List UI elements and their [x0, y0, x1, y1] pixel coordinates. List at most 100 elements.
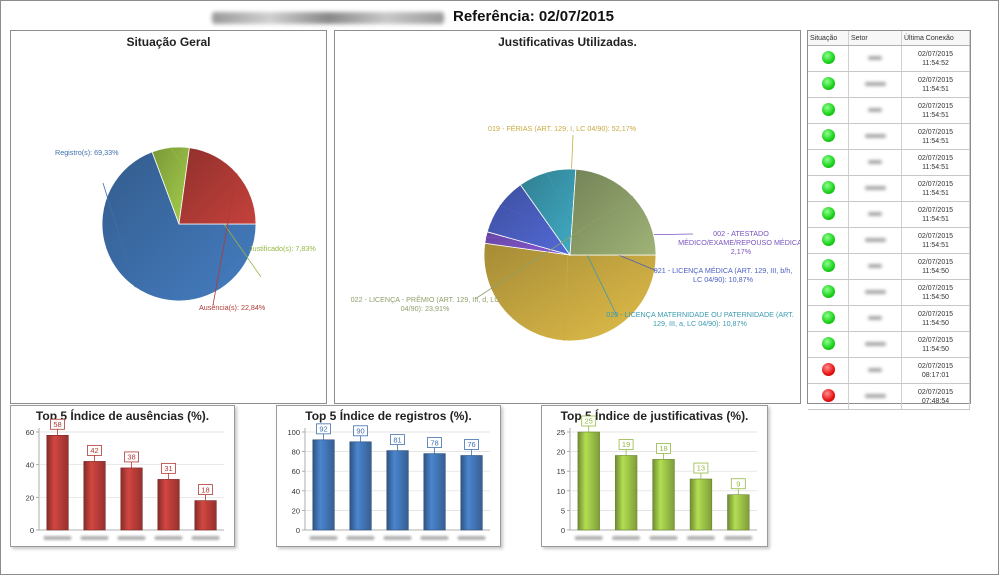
bar[interactable] — [194, 500, 217, 531]
bar[interactable] — [46, 434, 69, 531]
redacted-category-label — [154, 536, 183, 540]
last-connection-cell: 02/07/2015 08:17:01 — [901, 357, 970, 384]
last-connection-cell: 02/07/2015 11:54:51 — [901, 71, 970, 98]
y-tick-label: 0 — [30, 526, 34, 535]
redacted-sector — [864, 342, 886, 346]
top5-ausencias-title: Top 5 Índice de ausências (%). — [35, 409, 210, 423]
y-tick-label: 60 — [26, 428, 34, 437]
situacao-geral-panel: Situação Geral Registro(s): 69,33% Justif… — [10, 30, 327, 404]
pie-label: 022 - LICENÇA - PRÊMIO (ART. 129, III, d… — [351, 295, 500, 313]
data-label-box — [316, 423, 331, 435]
last-connection-date: 02/07/2015 — [917, 128, 954, 136]
sector-cell — [848, 97, 902, 124]
col-ultima-conexao[interactable]: Última Conexão — [901, 31, 970, 46]
last-connection-time: 11:54:50 — [922, 293, 949, 301]
last-connection-date: 02/07/2015 — [917, 50, 954, 58]
status-online-icon — [821, 207, 835, 220]
last-connection-cell: 02/07/2015 11:54:50 — [901, 305, 970, 332]
redacted-sector — [868, 56, 882, 60]
last-connection-time: 11:54:50 — [922, 267, 949, 275]
last-connection-time: 11:54:51 — [922, 189, 949, 197]
last-connection-date: 02/07/2015 — [917, 284, 954, 292]
last-connection-date: 02/07/2015 — [917, 388, 954, 396]
bar[interactable] — [349, 441, 372, 531]
redacted-sector — [868, 108, 882, 112]
table-row[interactable]: 02/07/2015 11:54:51 — [808, 201, 970, 228]
bar[interactable] — [689, 478, 713, 531]
last-connection-cell: 02/07/2015 11:54:50 — [901, 331, 970, 358]
pie-label: Ausência(s): 22,84% — [199, 303, 266, 312]
table-row[interactable]: 02/07/2015 11:54:52 — [808, 45, 970, 72]
table-row[interactable]: 02/07/2015 11:54:50 — [808, 331, 970, 358]
status-online-icon — [821, 77, 835, 90]
redacted-sector — [864, 238, 886, 242]
col-situacao[interactable]: Situação — [808, 31, 849, 46]
data-label: 76 — [467, 440, 475, 449]
y-tick-label: 80 — [292, 448, 300, 457]
redacted-category-label — [309, 536, 338, 540]
bar[interactable] — [652, 459, 675, 531]
table-row[interactable]: 02/07/2015 11:54:51 — [808, 227, 970, 254]
status-cell — [808, 45, 849, 72]
bar[interactable] — [120, 467, 143, 531]
table-row[interactable]: 02/07/2015 11:54:51 — [808, 71, 970, 98]
redacted-category-label — [43, 536, 72, 540]
bar[interactable] — [312, 439, 335, 531]
last-connection-date: 02/07/2015 — [917, 232, 954, 240]
status-cell — [808, 357, 849, 384]
pie-slice[interactable] — [483, 242, 657, 342]
bar[interactable] — [727, 494, 750, 531]
col-setor[interactable]: Setor — [848, 31, 902, 46]
status-online-icon — [821, 311, 835, 324]
justificativas-title: Justificativas Utilizadas. — [498, 35, 637, 49]
bar[interactable] — [423, 453, 446, 531]
pie-label: 002 - ATESTADO MÉDICO/EXAME/REPOUSO MÉDIC… — [678, 229, 800, 256]
bar[interactable] — [577, 431, 600, 531]
table-row[interactable]: 02/07/2015 08:17:01 — [808, 357, 970, 384]
table-row[interactable]: 02/07/2015 11:54:50 — [808, 305, 970, 332]
last-connection-date: 02/07/2015 — [917, 362, 954, 370]
data-label-box — [618, 439, 634, 450]
y-tick-label: 15 — [557, 467, 565, 476]
sector-cell — [848, 227, 902, 254]
data-label: 13 — [697, 464, 705, 473]
situacao-geral-pie: Registro(s): 69,33% Justificado(s): 7,83%… — [55, 146, 316, 312]
header: Referência: 02/07/2015 — [0, 8, 999, 28]
bar[interactable] — [157, 479, 180, 531]
bar[interactable] — [83, 461, 106, 531]
bar[interactable] — [386, 450, 409, 531]
table-row[interactable]: 02/07/2015 07:48:54 — [808, 383, 970, 410]
last-connection-time: 11:54:52 — [922, 59, 949, 67]
last-connection-date: 02/07/2015 — [917, 76, 954, 84]
y-tick-label: 20 — [26, 493, 34, 502]
status-online-icon — [821, 103, 835, 116]
redacted-sector — [864, 134, 886, 138]
pie-slice[interactable] — [178, 147, 257, 225]
data-label: 19 — [622, 440, 630, 449]
pie-slice[interactable] — [101, 151, 257, 302]
pie-slice[interactable] — [569, 168, 657, 256]
redacted-sector — [868, 212, 882, 216]
bar[interactable] — [460, 455, 483, 531]
table-row[interactable]: 02/07/2015 11:54:51 — [808, 175, 970, 202]
sector-cell — [848, 123, 902, 150]
sector-cell — [848, 149, 902, 176]
table-row[interactable]: 02/07/2015 11:54:50 — [808, 279, 970, 306]
pie-label: Justificado(s): 7,83% — [249, 244, 316, 253]
data-label: 78 — [430, 438, 438, 447]
last-connection-cell: 02/07/2015 11:54:51 — [901, 149, 970, 176]
redacted-sector — [864, 186, 886, 190]
data-label-box — [353, 425, 368, 437]
table-row[interactable]: 02/07/2015 11:54:51 — [808, 123, 970, 150]
table-row[interactable]: 02/07/2015 11:54:51 — [808, 97, 970, 124]
table-row[interactable]: 02/07/2015 11:54:50 — [808, 253, 970, 280]
redacted-sector — [868, 160, 882, 164]
bar[interactable] — [615, 455, 638, 531]
sector-cell — [848, 71, 902, 98]
pie-leader-line — [102, 182, 136, 288]
top5-ausencias-chart: Top 5 Índice de ausências (%). 0 20 40 60 58… — [10, 405, 235, 547]
redacted-category-label — [117, 536, 146, 540]
table-row[interactable]: 02/07/2015 11:54:51 — [808, 149, 970, 176]
last-connection-time: 11:54:51 — [922, 85, 949, 93]
status-online-icon — [821, 51, 835, 64]
